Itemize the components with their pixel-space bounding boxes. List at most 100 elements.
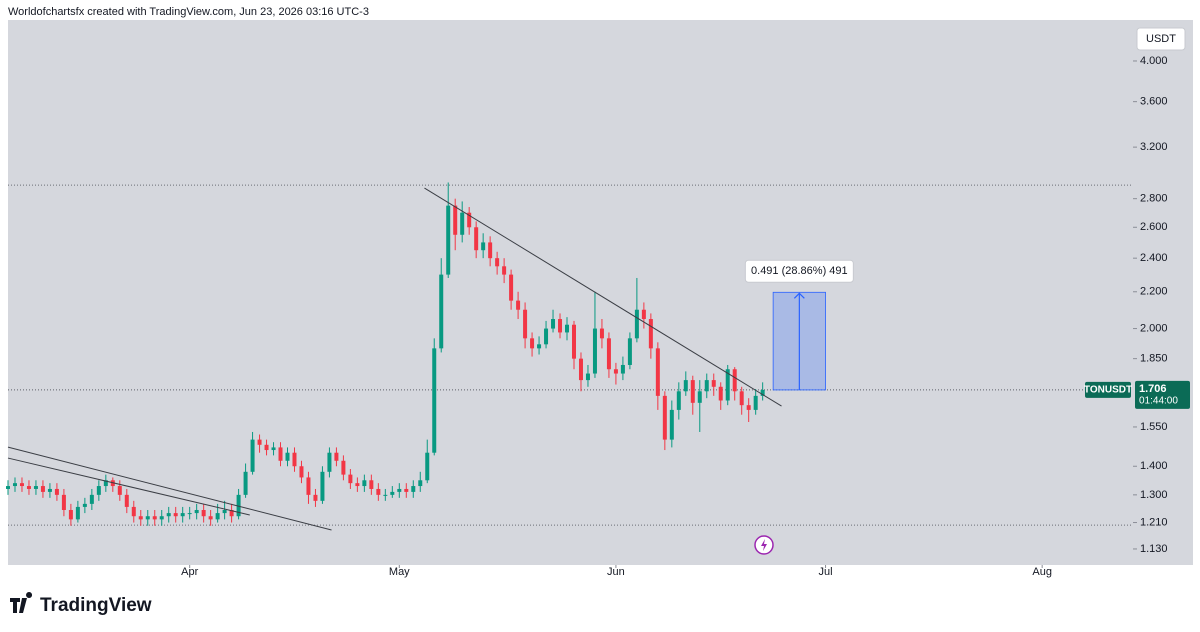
footer: TradingView	[40, 595, 152, 616]
candle	[446, 182, 451, 278]
candle-body	[606, 338, 611, 370]
plot-background	[8, 20, 1193, 565]
candle-body	[180, 513, 185, 517]
candle	[397, 483, 402, 498]
candle	[26, 480, 31, 495]
candle-body	[439, 274, 444, 349]
event-icon-bolt	[761, 539, 767, 551]
candle-body	[117, 486, 122, 495]
candle	[376, 483, 381, 501]
candle	[495, 251, 500, 275]
candle-body	[103, 480, 108, 487]
candle-body	[278, 447, 283, 461]
candle	[306, 471, 311, 504]
candle-body	[96, 486, 101, 495]
candle-body	[732, 369, 737, 392]
candle	[655, 342, 660, 410]
candle-body	[411, 486, 416, 492]
candle-body	[68, 509, 73, 520]
candle-body	[432, 348, 437, 453]
candle	[47, 483, 52, 498]
candle	[732, 367, 737, 401]
candle-body	[655, 348, 660, 396]
candle-body	[194, 509, 199, 514]
candle	[425, 439, 430, 484]
candle	[537, 336, 542, 355]
candle-body	[571, 324, 576, 359]
candle-body	[592, 328, 597, 374]
candle	[89, 488, 94, 510]
candle	[355, 477, 360, 492]
candle	[264, 439, 269, 456]
candle	[292, 447, 297, 472]
candle	[243, 463, 248, 498]
trendline	[7, 446, 332, 531]
candle	[320, 466, 325, 504]
candle	[676, 382, 681, 420]
candle-body	[369, 480, 374, 489]
candle-body	[299, 466, 304, 478]
candle-body	[376, 488, 381, 495]
candle	[439, 258, 444, 353]
trendline	[7, 457, 250, 516]
candle	[704, 373, 709, 399]
x-tick-label: Jul	[819, 566, 833, 578]
candle	[585, 364, 590, 387]
candle	[571, 320, 576, 370]
candle-body	[271, 447, 276, 451]
candle-body	[565, 324, 570, 333]
candle-body	[509, 274, 514, 301]
candle	[404, 483, 409, 498]
candle-body	[40, 486, 45, 492]
candle	[390, 486, 395, 498]
candle-body	[544, 328, 549, 345]
currency: USDT	[1146, 33, 1176, 45]
candle	[697, 380, 702, 432]
candle	[620, 356, 625, 381]
candle-body	[348, 474, 353, 484]
candle	[613, 362, 618, 385]
candle-body	[145, 516, 150, 520]
x-tick-label: Apr	[181, 566, 198, 578]
candle	[6, 480, 10, 495]
candle	[669, 400, 674, 448]
y-tick-label: 1.850	[1140, 353, 1168, 365]
candle	[33, 480, 38, 495]
candle-body	[704, 380, 709, 392]
candle-body	[495, 258, 500, 267]
candle-body	[641, 309, 646, 320]
y-tick-label: 1.130	[1140, 543, 1168, 555]
y-tick-label: 1.300	[1140, 489, 1168, 501]
symbol-label-box	[1085, 381, 1131, 398]
candle	[131, 500, 136, 523]
candle	[152, 509, 157, 526]
candle-body	[124, 494, 129, 507]
candle-body	[404, 488, 409, 492]
candle-body	[418, 480, 423, 487]
candle-body	[82, 503, 87, 507]
candle-body	[397, 488, 402, 492]
candle-body	[746, 405, 751, 410]
candle-body	[250, 439, 255, 472]
candle-body	[599, 328, 604, 339]
candle-body	[131, 506, 136, 517]
candle-body	[690, 380, 695, 403]
candle-body	[481, 242, 486, 251]
candle	[299, 460, 304, 484]
y-tick-label: 1.550	[1140, 421, 1168, 433]
candle-body	[585, 373, 590, 381]
candle-body	[460, 212, 465, 235]
candle	[117, 480, 122, 501]
candle	[257, 434, 262, 453]
candle-body	[264, 444, 269, 451]
y-tick-label: 4.000	[1140, 55, 1168, 67]
candle-body	[208, 516, 213, 520]
measure-label-box	[744, 259, 854, 283]
candle-body	[159, 516, 164, 520]
candle	[236, 488, 241, 520]
candle	[558, 313, 563, 339]
candle	[516, 291, 521, 320]
candle-body	[285, 452, 290, 461]
y-tick-label: 3.200	[1140, 141, 1168, 153]
x-tick-label: May	[389, 566, 410, 578]
